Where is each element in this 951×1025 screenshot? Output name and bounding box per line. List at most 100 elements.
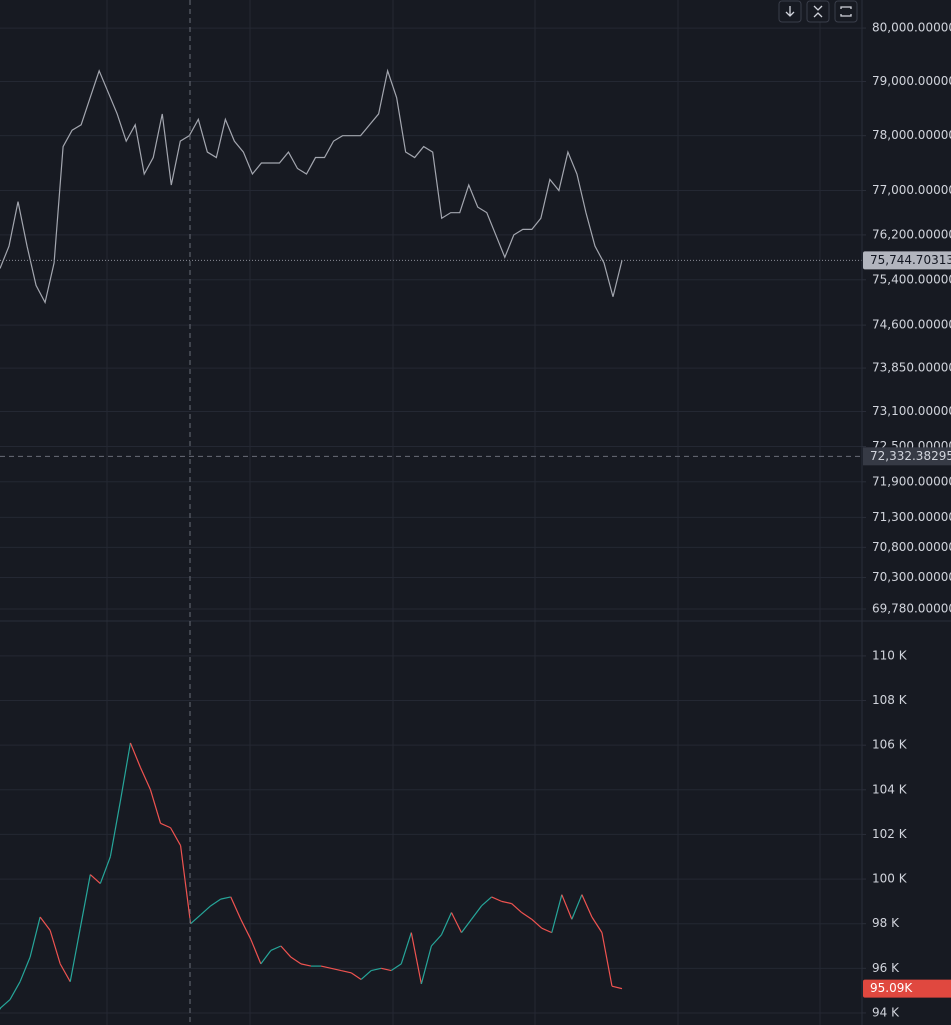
series-segment	[119, 742, 132, 802]
series-segment	[410, 932, 422, 985]
last-price-box	[863, 251, 951, 270]
y-tick-label: 70,800.00000	[872, 540, 951, 554]
y-tick-label: 71,900.00000	[872, 474, 951, 488]
series-segment	[49, 930, 61, 965]
series-segment	[300, 963, 312, 967]
series-segment	[601, 932, 613, 987]
y-tick-label: 77,000.00000	[872, 183, 951, 197]
series-segment	[390, 963, 402, 972]
series-segment	[19, 956, 31, 982]
series-segment	[240, 918, 252, 940]
series-segment	[440, 912, 452, 936]
series-segment	[79, 874, 91, 929]
series-segment	[29, 916, 41, 958]
series-segment	[551, 894, 563, 933]
series-segment	[591, 916, 603, 933]
toolbar	[778, 0, 858, 23]
y-tick-label: 73,850.00000	[872, 361, 951, 375]
series-segment	[340, 969, 352, 974]
series-segment	[139, 767, 152, 791]
y-tick-label: 98 K	[872, 916, 900, 930]
series-segment	[39, 916, 51, 931]
series-segment	[350, 972, 362, 980]
series-segment	[400, 932, 412, 965]
series-segment	[170, 827, 182, 846]
series-segment	[290, 956, 302, 965]
y-tick-label: 76,200.00000	[872, 227, 951, 241]
y-tick-label: 100 K	[872, 872, 908, 886]
series-segment	[320, 965, 332, 969]
series-segment	[420, 945, 432, 985]
series-segment	[270, 945, 282, 952]
y-tick-label: 69,780.00000	[872, 602, 951, 616]
maximize-icon	[840, 6, 852, 17]
y-tick-label: 80,000.00000	[872, 21, 951, 35]
last-price-label: 95.09K	[870, 981, 913, 995]
y-tick-label: 75,400.00000	[872, 272, 951, 286]
series-segment	[581, 894, 593, 918]
series-segment	[461, 918, 472, 933]
collapse-icon	[813, 5, 823, 18]
series-segment	[571, 894, 583, 920]
y-tick-label: 96 K	[872, 961, 900, 975]
series-segment	[0, 999, 11, 1009]
y-tick-label: 94 K	[872, 1005, 900, 1019]
series-segment	[330, 967, 342, 972]
series-segment	[109, 800, 121, 857]
series-segment	[471, 905, 483, 920]
series-segment	[210, 898, 222, 907]
last-price-box	[863, 979, 951, 998]
maximize-button[interactable]	[834, 0, 858, 23]
y-tick-label: 102 K	[872, 827, 908, 841]
series-segment	[129, 742, 142, 768]
series-segment	[160, 822, 171, 829]
series-segment	[371, 967, 382, 972]
series-segment	[89, 874, 101, 884]
series-segment	[149, 789, 162, 824]
series-segment	[381, 967, 392, 972]
series-segment	[521, 912, 533, 920]
series-segment	[430, 934, 442, 947]
series-segment	[99, 856, 111, 884]
series-segment	[511, 903, 523, 913]
series-segment	[360, 970, 372, 980]
series-segment	[250, 939, 262, 965]
series-segment	[9, 981, 21, 1000]
series-segment	[280, 945, 292, 958]
series-segment	[260, 950, 272, 965]
time-grid	[106, 0, 821, 1025]
series-segment	[531, 918, 543, 929]
series-segment	[59, 963, 71, 983]
series-segment	[69, 928, 81, 982]
series-segment	[190, 914, 202, 925]
y-tick-label: 73,100.00000	[872, 404, 951, 418]
series-segment	[611, 985, 623, 990]
collapse-button[interactable]	[806, 0, 830, 23]
y-tick-label: 70,300.00000	[872, 570, 951, 584]
y-tick-label: 108 K	[872, 693, 908, 707]
y-tick-label: 106 K	[872, 738, 908, 752]
series-segment	[200, 905, 212, 916]
series-segment	[481, 896, 492, 907]
y-tick-label: 78,000.00000	[872, 128, 951, 142]
y-tick-label: 110 K	[872, 648, 908, 662]
series-segment	[179, 845, 192, 924]
y-tick-label: 104 K	[872, 782, 908, 796]
crosshair-label: 72,332.38295	[870, 449, 951, 463]
plot-layer: 80,000.00000 79,000.00000 78,000.00000 77,0…	[0, 21, 951, 1019]
arrow-down-icon	[785, 6, 795, 17]
series-segment	[220, 896, 231, 900]
y-tick-label: 71,300.00000	[872, 510, 951, 524]
series-segment	[501, 900, 512, 905]
series-segment	[230, 896, 242, 920]
series-segment	[450, 912, 463, 933]
last-price-label: 75,744.70313	[870, 253, 951, 267]
y-tick-label: 79,000.00000	[872, 74, 951, 88]
crosshair-box	[863, 447, 951, 466]
series-segment	[541, 927, 553, 934]
series-segment	[561, 894, 573, 920]
series-segment	[491, 896, 502, 902]
price-line	[0, 68, 623, 305]
